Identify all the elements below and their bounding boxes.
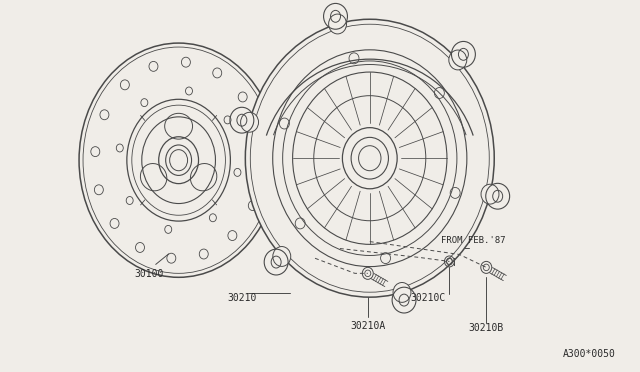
Ellipse shape [241, 112, 259, 132]
Ellipse shape [481, 184, 499, 204]
Ellipse shape [273, 247, 291, 266]
Ellipse shape [449, 50, 467, 70]
Text: A300*0050: A300*0050 [563, 349, 615, 359]
Ellipse shape [328, 14, 346, 34]
Text: 30210: 30210 [228, 293, 257, 303]
Ellipse shape [393, 282, 411, 302]
Text: FROM FEB.'87: FROM FEB.'87 [441, 235, 506, 244]
Text: 30100: 30100 [134, 269, 163, 279]
Ellipse shape [245, 19, 494, 297]
Text: 30210A: 30210A [350, 321, 385, 331]
Text: 30210C: 30210C [410, 293, 445, 303]
Text: 30210B: 30210B [468, 323, 504, 333]
